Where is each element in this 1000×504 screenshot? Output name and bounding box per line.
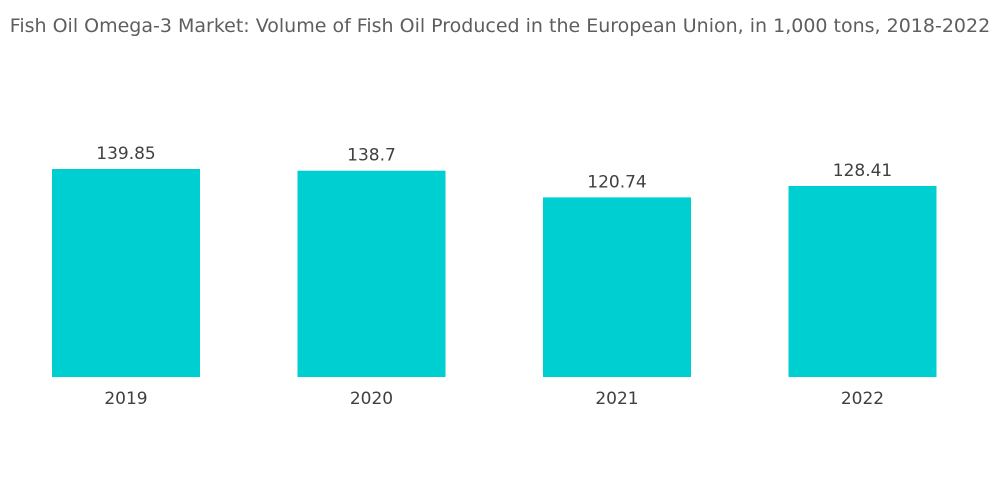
value-label-2019: 139.85: [96, 144, 155, 164]
chart-title: Fish Oil Omega-3 Market: Volume of Fish …: [9, 15, 991, 37]
value-label-2020: 138.7: [347, 146, 396, 166]
value-label-2021: 120.74: [587, 172, 646, 192]
bar-2022: [788, 186, 937, 377]
bar-2019: [52, 169, 200, 377]
x-tick-label-2022: 2022: [841, 389, 884, 409]
value-label-2022: 128.41: [833, 161, 892, 181]
bar-2020: [297, 170, 446, 377]
x-tick-label-2020: 2020: [350, 389, 393, 409]
x-tick-label-2019: 2019: [104, 389, 147, 409]
bar-2021: [543, 197, 691, 377]
x-tick-label-2021: 2021: [595, 389, 638, 409]
